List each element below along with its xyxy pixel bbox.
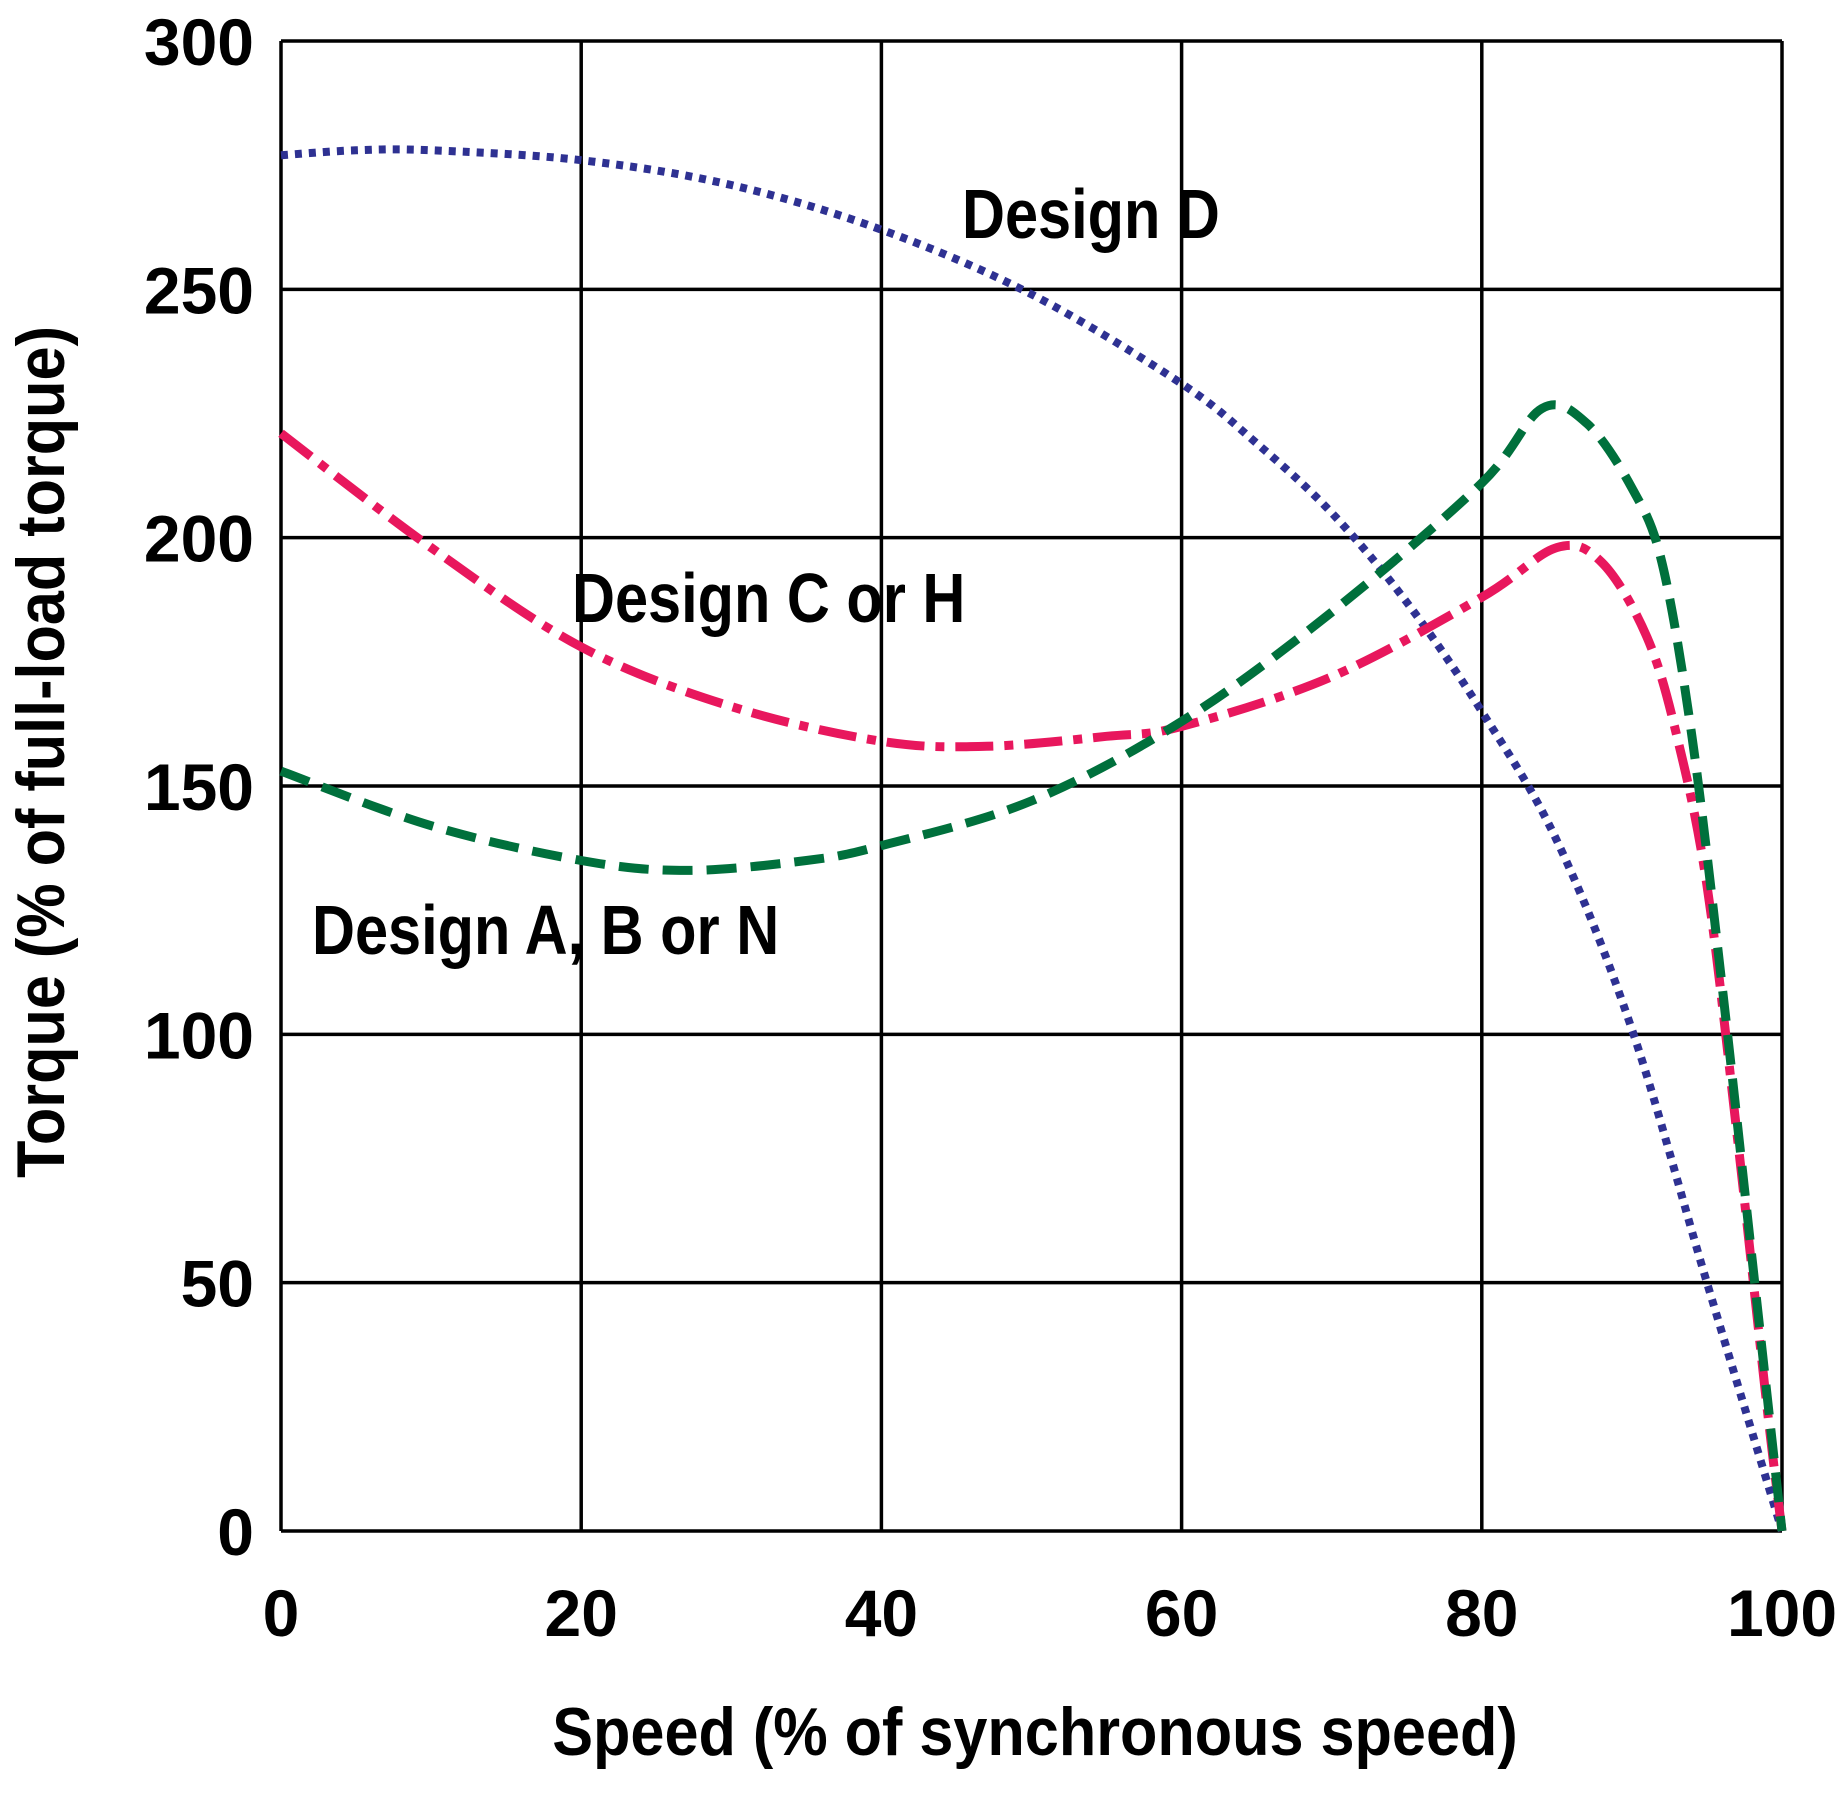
series-label-design-d: Design D <box>962 174 1220 253</box>
y-tick-label: 0 <box>217 1495 254 1569</box>
tick-labels: 0 20 40 60 80 100 0 50 100 150 200 250 300 <box>144 5 1837 1650</box>
x-tick-label: 60 <box>1145 1576 1218 1650</box>
curves <box>278 145 1787 1533</box>
x-tick-label: 80 <box>1445 1576 1518 1650</box>
series-label-design-c-or-h: Design C or H <box>572 558 965 637</box>
grid <box>279 39 1784 1533</box>
y-tick-label: 250 <box>144 253 254 327</box>
x-tick-label: 100 <box>1727 1576 1837 1650</box>
x-tick-label: 0 <box>263 1576 300 1650</box>
x-axis-title: Speed (% of synchronous speed) <box>552 1693 1517 1770</box>
y-axis-title: Torque (% of full-load torque) <box>2 326 79 1178</box>
series-line-0 <box>280 145 1786 1533</box>
y-tick-label: 200 <box>144 502 254 576</box>
y-tick-label: 150 <box>144 750 254 824</box>
x-tick-label: 40 <box>845 1576 918 1650</box>
x-tick-label: 20 <box>544 1576 617 1650</box>
series-line-1 <box>278 429 1787 1532</box>
y-tick-label: 300 <box>144 5 254 79</box>
series-label-design-a-b-or-n: Design A, B or N <box>312 890 779 969</box>
y-tick-label: 50 <box>181 1247 254 1321</box>
y-tick-label: 100 <box>144 998 254 1072</box>
series-line-2 <box>279 400 1787 1532</box>
